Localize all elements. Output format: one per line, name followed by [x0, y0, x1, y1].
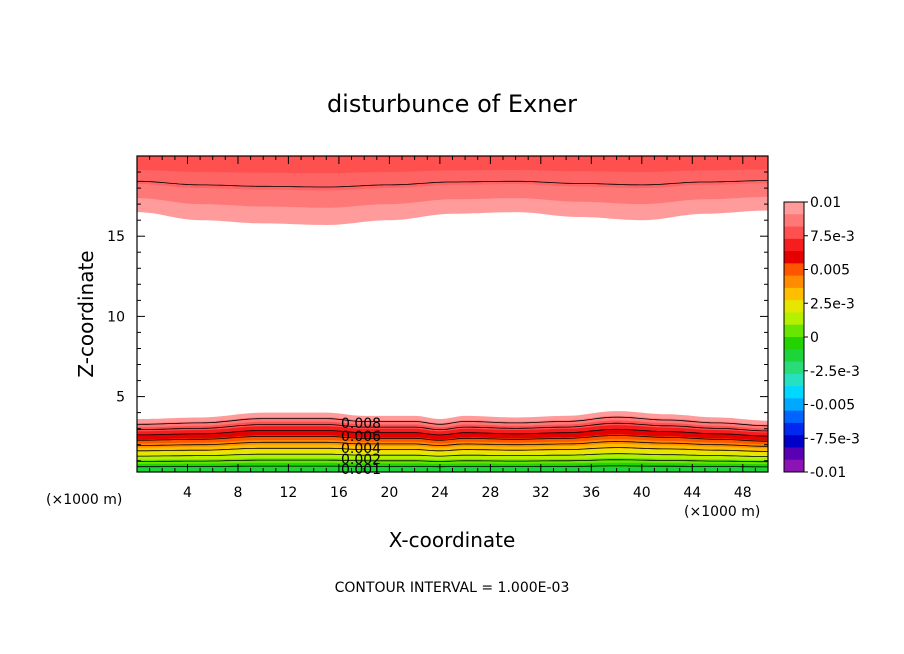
colorbar-swatch: [784, 287, 804, 301]
colorbar-swatch: [784, 202, 804, 215]
contour-label-0.002: 0.002: [341, 452, 381, 468]
contour-line-lower-8: [137, 422, 768, 432]
colorbar-label: 0: [810, 330, 819, 346]
contour-line-upper: [137, 180, 768, 188]
colorbar-swatch: [784, 251, 804, 264]
colorbar-swatch: [784, 361, 804, 375]
colorbar-swatch: [784, 275, 804, 289]
colorbar-label: -2.5e-3: [810, 364, 860, 380]
plot-area: [137, 156, 768, 472]
x-tick-label: 12: [279, 485, 297, 501]
contour-line-lower-6: [137, 434, 768, 442]
x-tick-label: 40: [633, 485, 651, 501]
x-tick-label: 8: [234, 485, 243, 501]
contour-label-0.004: 0.004: [341, 441, 381, 457]
contour-interval-footer: CONTOUR INTERVAL = 1.000E-03: [335, 580, 570, 596]
x-tick-label: 20: [380, 485, 398, 501]
contour-line-lower-5: [137, 441, 768, 447]
colorbar-swatch: [784, 386, 804, 399]
upper-fill-level-3: [137, 156, 768, 174]
y-unit-label: (×1000 m): [46, 492, 122, 508]
colorbar-swatch: [784, 337, 804, 350]
x-unit-label: (×1000 m): [684, 504, 760, 520]
x-axis: 4 8 12 16 20 24 28 32 36 40 44 48: [149, 156, 756, 501]
contour-label-0.008: 0.008: [341, 416, 381, 432]
colorbar-label: -0.005: [810, 398, 855, 414]
colorbar-label: 0.01: [810, 195, 841, 211]
colorbar-swatch: [784, 422, 804, 436]
x-tick-label: 36: [582, 485, 600, 501]
colorbar-swatch: [784, 349, 804, 363]
contour-line-lower-3: [137, 453, 768, 457]
colorbar-label: 7.5e-3: [810, 229, 855, 245]
colorbar-swatch: [784, 398, 804, 412]
colorbar-label: 2.5e-3: [810, 296, 855, 312]
contour-line-lower-2: [137, 459, 768, 463]
colorbar-swatch: [784, 300, 804, 313]
x-tick-label: 28: [481, 485, 499, 501]
x-tick-label: 48: [734, 485, 752, 501]
colorbar-swatch: [784, 373, 804, 387]
x-tick-label: 4: [183, 485, 192, 501]
y-axis-label: Z-coordinate: [74, 250, 98, 377]
colorbar-swatch: [784, 459, 804, 473]
contour-label-0.006: 0.006: [341, 429, 381, 445]
colorbar-swatch: [784, 324, 804, 338]
colorbar-swatch: [784, 447, 804, 461]
colorbar-swatch: [784, 214, 804, 228]
colorbar-label: -7.5e-3: [810, 431, 860, 447]
contour-lines: [137, 180, 768, 468]
contour-line-lower-1: [137, 465, 768, 468]
colorbar-swatch: [784, 238, 804, 252]
contour-label-0.001: 0.001: [341, 462, 381, 478]
colorbar-label: 0.005: [810, 263, 850, 279]
contour-labels: 0.008 0.006 0.004 0.002 0.001: [341, 416, 381, 478]
x-tick-label: 24: [431, 485, 449, 501]
contour-line-lower-4: [137, 447, 768, 452]
colorbar-swatch: [784, 226, 804, 240]
colorbar-label: -0.01: [810, 465, 846, 481]
y-axis: 5 10 15: [107, 171, 768, 462]
x-tick-label: 16: [330, 485, 348, 501]
colorbar-swatch: [784, 312, 804, 326]
contour-line-lower-7: [137, 428, 768, 437]
x-axis-label: X-coordinate: [389, 528, 516, 552]
colorbar-swatch: [784, 410, 804, 424]
contour-line-lower-9: [137, 416, 768, 427]
colorbar-swatch: [784, 263, 804, 277]
chart-title: disturbunce of Exner: [327, 90, 577, 118]
upper-band-fills: [137, 156, 768, 225]
colorbar-swatch: [784, 435, 804, 448]
y-tick-label: 5: [116, 390, 125, 406]
y-tick-label: 10: [107, 309, 125, 325]
x-tick-label: 32: [532, 485, 550, 501]
x-tick-label: 44: [683, 485, 701, 501]
colorbar: 0.01 7.5e-3 0.005 2.5e-3 0 -2.5e-3 -0.005 -7.5e…: [783, 195, 860, 481]
y-tick-label: 15: [107, 229, 125, 245]
